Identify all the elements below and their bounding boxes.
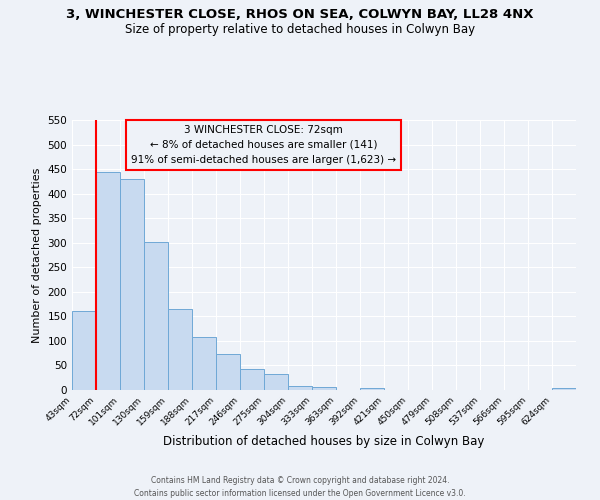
Bar <box>360 388 384 390</box>
Text: Size of property relative to detached houses in Colwyn Bay: Size of property relative to detached ho… <box>125 22 475 36</box>
X-axis label: Distribution of detached houses by size in Colwyn Bay: Distribution of detached houses by size … <box>163 436 485 448</box>
Y-axis label: Number of detached properties: Number of detached properties <box>32 168 42 342</box>
Bar <box>312 386 336 390</box>
Bar <box>216 354 240 390</box>
Text: Contains HM Land Registry data © Crown copyright and database right 2024.
Contai: Contains HM Land Registry data © Crown c… <box>134 476 466 498</box>
Bar <box>144 242 168 390</box>
Bar <box>192 338 216 390</box>
Bar <box>240 370 264 390</box>
Bar <box>288 386 312 390</box>
Bar <box>264 374 288 390</box>
Bar <box>120 179 144 390</box>
Text: 3, WINCHESTER CLOSE, RHOS ON SEA, COLWYN BAY, LL28 4NX: 3, WINCHESTER CLOSE, RHOS ON SEA, COLWYN… <box>66 8 534 20</box>
Bar <box>72 312 96 390</box>
Text: 3 WINCHESTER CLOSE: 72sqm
← 8% of detached houses are smaller (141)
91% of semi-: 3 WINCHESTER CLOSE: 72sqm ← 8% of detach… <box>131 125 396 164</box>
Bar <box>552 388 576 390</box>
Bar <box>168 309 192 390</box>
Bar <box>96 172 120 390</box>
